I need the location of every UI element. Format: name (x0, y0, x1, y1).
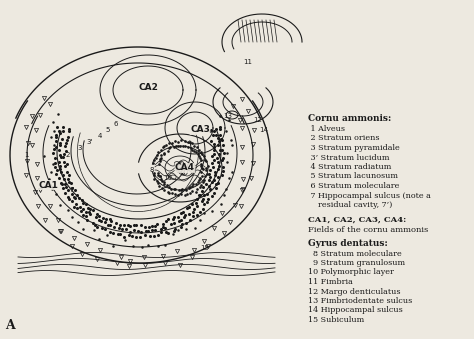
Text: CA1, CA2, CA3, CA4:: CA1, CA2, CA3, CA4: (308, 216, 406, 223)
Text: 7 Hippocampal sulcus (note a: 7 Hippocampal sulcus (note a (308, 192, 431, 199)
Text: 4 Stratum radiatum: 4 Stratum radiatum (308, 163, 392, 171)
Text: 12 Margo denticulatus: 12 Margo denticulatus (308, 287, 401, 296)
Text: 9 Stratum granulosum: 9 Stratum granulosum (308, 259, 405, 267)
Text: 3’ Stratum lucidum: 3’ Stratum lucidum (308, 154, 390, 161)
Text: CA3: CA3 (190, 125, 210, 135)
Text: 14 Hippocampal sulcus: 14 Hippocampal sulcus (308, 306, 403, 315)
Text: Cornu ammonis:: Cornu ammonis: (308, 114, 392, 123)
Text: 9: 9 (158, 175, 162, 181)
Text: 2 Stratum oriens: 2 Stratum oriens (308, 135, 380, 142)
Text: 8 Stratum moleculare: 8 Stratum moleculare (308, 250, 402, 258)
Text: 14: 14 (260, 127, 268, 133)
Text: CA2: CA2 (138, 83, 158, 93)
Text: 3 Stratum pyramidale: 3 Stratum pyramidale (308, 144, 400, 152)
Text: Fields of the cornu ammonis: Fields of the cornu ammonis (308, 225, 428, 234)
Text: 3: 3 (78, 145, 82, 151)
Text: 7: 7 (70, 187, 74, 193)
Text: 12: 12 (254, 117, 263, 123)
Text: 10 Polymorphic layer: 10 Polymorphic layer (308, 268, 394, 277)
Text: 5 Stratum lacunosum: 5 Stratum lacunosum (308, 173, 398, 180)
Text: residual cavity, 7’): residual cavity, 7’) (308, 201, 392, 209)
Text: 1 Alveus: 1 Alveus (308, 125, 345, 133)
Text: 11 Fimbria: 11 Fimbria (308, 278, 353, 286)
Text: 13 Fimbriodentate sulcus: 13 Fimbriodentate sulcus (308, 297, 412, 305)
Text: 8: 8 (150, 167, 154, 173)
Text: 6 Stratum moleculare: 6 Stratum moleculare (308, 182, 400, 190)
Text: 3': 3' (87, 139, 93, 145)
Text: 15 Subiculum: 15 Subiculum (308, 316, 364, 324)
Text: Gyrus dentatus:: Gyrus dentatus: (308, 239, 388, 247)
Text: 6: 6 (114, 121, 118, 127)
Text: CA4: CA4 (175, 163, 195, 173)
Text: A: A (5, 319, 15, 332)
Text: 4: 4 (98, 133, 102, 139)
Text: 13: 13 (224, 113, 233, 119)
Text: 2: 2 (66, 152, 70, 158)
Text: 1: 1 (24, 152, 28, 158)
Text: 10: 10 (164, 175, 173, 181)
Text: 15: 15 (201, 245, 210, 251)
Text: 5: 5 (106, 127, 110, 133)
Text: 11: 11 (244, 59, 253, 65)
Text: CA1: CA1 (38, 180, 58, 190)
